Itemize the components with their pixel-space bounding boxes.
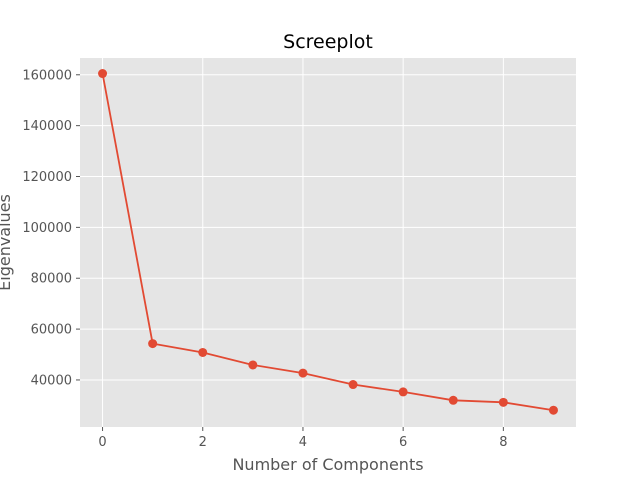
x-axis-label: Number of Components — [232, 455, 423, 474]
data-point — [198, 347, 208, 357]
x-tick-label: 6 — [399, 435, 407, 450]
chart-title: Screeplot — [283, 31, 373, 53]
y-tick-label: 60000 — [31, 323, 72, 338]
y-tick-label: 40000 — [31, 373, 72, 388]
data-point — [548, 405, 558, 415]
data-point — [98, 69, 108, 79]
data-point — [298, 368, 308, 378]
y-tick-label: 160000 — [22, 68, 72, 83]
series-line — [101, 73, 554, 412]
x-tick-label: 8 — [499, 435, 507, 450]
x-tick-label: 2 — [199, 435, 207, 450]
x-tick-label: 0 — [98, 435, 106, 450]
y-axis-label: Eigenvalues — [0, 194, 14, 291]
data-point — [398, 387, 408, 397]
data-point — [248, 360, 258, 370]
data-series — [98, 69, 558, 415]
axis-ticks: 0 2 4 6 8 40000 60000 80000 100000 120000 140000 16… — [22, 68, 507, 450]
data-point — [498, 397, 508, 407]
y-tick-label: 100000 — [22, 221, 72, 236]
plot-area — [80, 58, 576, 427]
y-tick-label: 120000 — [22, 170, 72, 185]
x-tick-label: 4 — [299, 435, 307, 450]
data-point — [148, 339, 158, 349]
data-point — [448, 395, 458, 405]
grid-lines — [80, 58, 576, 427]
y-tick-label: 140000 — [22, 119, 72, 134]
y-tick-label: 80000 — [31, 272, 72, 287]
data-point — [348, 380, 358, 390]
